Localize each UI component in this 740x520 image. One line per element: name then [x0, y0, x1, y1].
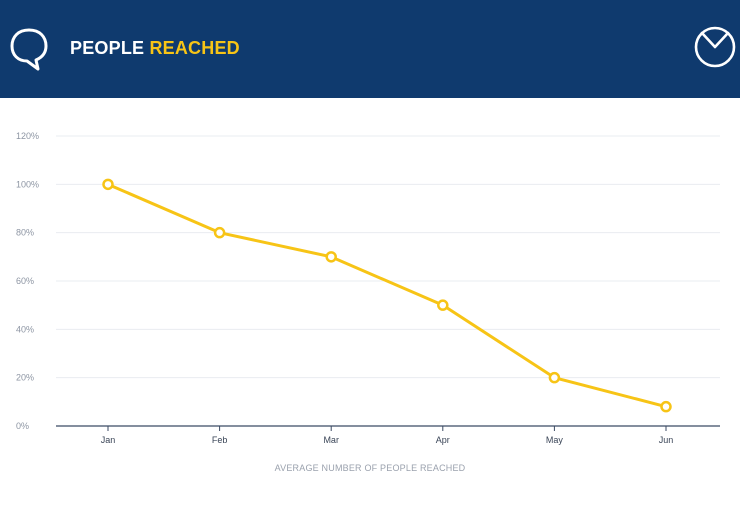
data-point	[437, 299, 449, 311]
line-chart: 0% 20% 40% 60% 80% 100% 120% Jan Feb Mar Apr May Ju…	[16, 131, 720, 473]
data-point	[102, 178, 114, 191]
y-axis-ticks: 0% 20% 40% 60% 80% 100% 120%	[16, 131, 39, 431]
data-point	[660, 400, 672, 413]
data-point	[213, 226, 226, 239]
x-tick-label: Jan	[101, 435, 116, 445]
data-point	[325, 251, 337, 263]
page-title: PEOPLE REACHED	[70, 38, 240, 59]
x-tick-label: Mar	[323, 435, 339, 445]
y-tick-label: 0%	[16, 421, 29, 431]
y-tick-label: 80%	[16, 228, 34, 238]
x-tick-label: Jun	[659, 435, 674, 445]
x-axis-label: AVERAGE NUMBER OF PEOPLE REACHED	[275, 463, 466, 473]
grid-lines	[56, 135, 720, 427]
title-word-people: PEOPLE	[70, 38, 145, 58]
x-tick-label: Apr	[436, 435, 450, 445]
chart-header: PEOPLE REACHED	[0, 0, 740, 98]
series-line	[106, 182, 668, 409]
x-tick-label: May	[546, 435, 564, 445]
chat-bubble-icon	[10, 28, 48, 71]
series-layer	[102, 178, 672, 413]
y-tick-label: 100%	[16, 179, 39, 189]
y-tick-label: 120%	[16, 131, 39, 141]
y-tick-label: 20%	[16, 373, 34, 383]
x-axis-ticks: Jan Feb Mar Apr May Jun	[101, 426, 674, 445]
y-tick-label: 40%	[16, 324, 34, 334]
title-word-reached: REACHED	[149, 38, 240, 58]
pie-chart-icon	[694, 26, 736, 68]
data-point	[548, 371, 561, 384]
y-tick-label: 60%	[16, 276, 34, 286]
x-tick-label: Feb	[212, 435, 228, 445]
